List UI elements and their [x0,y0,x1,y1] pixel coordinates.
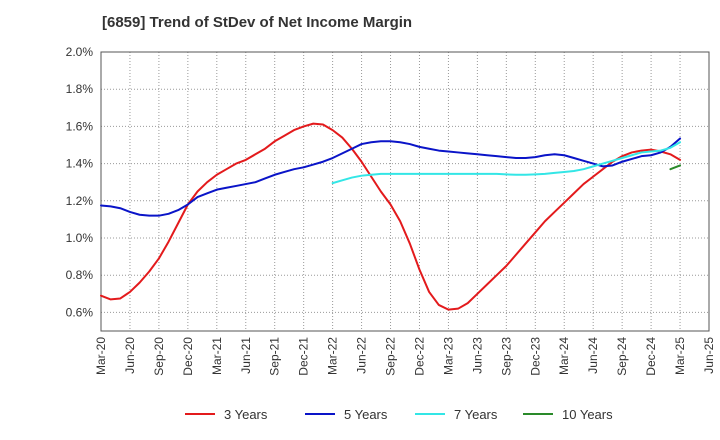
chart-title: [6859] Trend of StDev of Net Income Marg… [102,14,413,31]
legend-label: 7 Years [454,407,498,422]
legend-label: 5 Years [344,407,388,422]
x-tick-label: Jun-20 [123,337,137,374]
legend-label: 10 Years [562,407,613,422]
x-tick-label: Sep-24 [615,337,629,376]
x-tick-label: Mar-23 [441,337,455,375]
x-tick-label: Sep-21 [268,337,282,376]
x-tick-label: Jun-24 [586,337,600,374]
x-tick-label: Mar-20 [94,337,108,375]
y-tick-label: 0.6% [66,305,94,319]
y-tick-label: 0.8% [66,268,94,282]
series-line-7-years [331,141,682,185]
x-tick-label: Dec-24 [644,337,658,376]
legend-label: 3 Years [224,407,268,422]
series-line-5-years [100,137,682,217]
x-tick-label: Mar-21 [210,337,224,375]
y-tick-label: 1.0% [66,231,94,245]
y-tick-label: 1.2% [66,194,94,208]
plot-border [100,51,710,332]
series-line-3-years [100,122,682,311]
x-tick-label: Sep-23 [499,337,513,376]
x-tick-label: Jun-21 [239,337,253,374]
x-tick-label: Jun-22 [355,337,369,374]
x-tick-label: Mar-24 [557,337,571,375]
y-tick-label: 1.6% [66,119,94,133]
x-tick-label: Mar-25 [673,337,687,375]
y-tick-label: 2.0% [66,45,94,59]
x-tick-label: Dec-23 [528,337,542,376]
x-tick-label: Jun-25 [702,337,716,374]
series-line-10-years [669,164,682,171]
y-tick-label: 1.8% [66,82,94,96]
x-tick-label: Dec-20 [181,337,195,376]
x-tick-label: Dec-21 [297,337,311,376]
y-tick-label: 1.4% [66,157,94,171]
x-tick-label: Dec-22 [412,337,426,376]
x-tick-label: Sep-20 [152,337,166,376]
plot-area [101,52,709,331]
x-tick-label: Mar-22 [326,337,340,375]
x-tick-label: Jun-23 [470,337,484,374]
x-tick-label: Sep-22 [384,337,398,376]
